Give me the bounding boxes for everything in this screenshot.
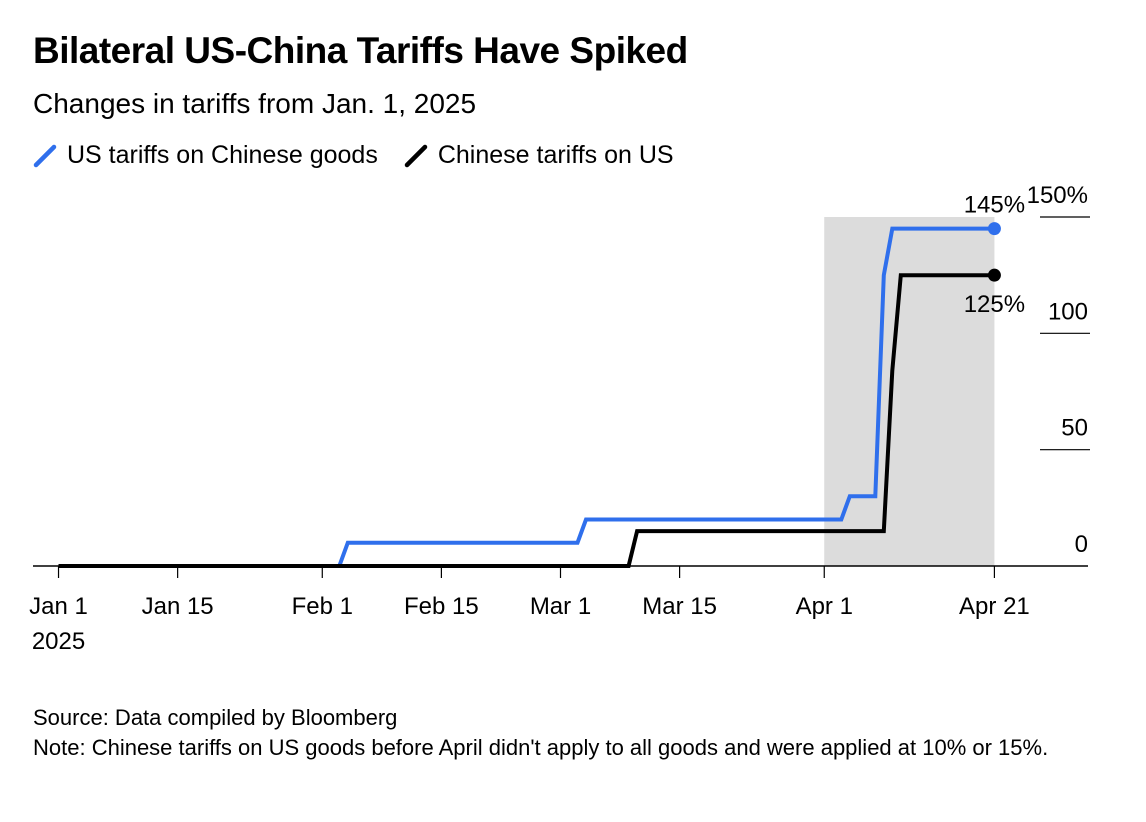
chart-title: Bilateral US-China Tariffs Have Spiked bbox=[33, 30, 688, 71]
series-end-label-1: 125% bbox=[964, 291, 1025, 318]
x-tick-label: Apr 21 bbox=[959, 593, 1030, 620]
chart-legend: US tariffs on Chinese goods Chinese tari… bbox=[33, 141, 700, 170]
legend-label-china: Chinese tariffs on US bbox=[437, 141, 674, 169]
x-tick-sublabel: 2025 bbox=[32, 628, 85, 655]
source-note: Source: Data compiled by Bloomberg bbox=[33, 705, 398, 730]
x-tick-label: Mar 1 bbox=[530, 593, 591, 620]
series-end-marker-1 bbox=[987, 268, 1001, 282]
shaded-region bbox=[824, 217, 995, 566]
footnote: Note: Chinese tariffs on US goods before… bbox=[33, 735, 1049, 760]
x-tick-label: Feb 15 bbox=[404, 593, 479, 620]
series-line-1 bbox=[58, 273, 995, 568]
x-tick-label: Jan 1 bbox=[29, 593, 88, 620]
y-tick-label: 150% bbox=[1027, 182, 1088, 209]
chart-footer: Source: Data compiled by Bloomberg Note:… bbox=[33, 703, 1113, 763]
y-tick-label: 50 bbox=[1061, 415, 1088, 442]
legend-item-china: Chinese tariffs on US bbox=[404, 141, 674, 170]
series-end-label-0: 145% bbox=[964, 192, 1025, 219]
x-tick-label: Mar 15 bbox=[642, 593, 717, 620]
x-tick-label: Jan 15 bbox=[142, 593, 214, 620]
legend-swatch-us-icon bbox=[33, 144, 57, 167]
chart-subtitle: Changes in tariffs from Jan. 1, 2025 bbox=[33, 88, 477, 119]
legend-item-us: US tariffs on Chinese goods bbox=[33, 141, 378, 170]
legend-label-us: US tariffs on Chinese goods bbox=[67, 141, 378, 169]
y-tick-label: 0 bbox=[1075, 531, 1088, 558]
legend-swatch-china-icon bbox=[404, 144, 428, 167]
y-tick-label: 100 bbox=[1048, 298, 1088, 325]
x-tick-label: Feb 1 bbox=[292, 593, 353, 620]
series-end-marker-0 bbox=[987, 222, 1001, 236]
x-tick-label: Apr 1 bbox=[796, 593, 853, 620]
series-line-0 bbox=[58, 226, 995, 568]
